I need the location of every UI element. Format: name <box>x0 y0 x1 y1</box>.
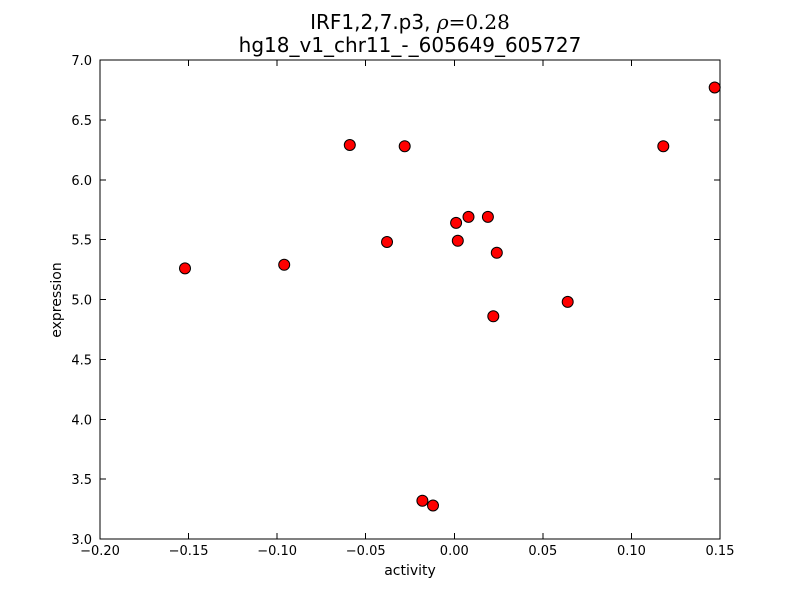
chart-subtitle: hg18_v1_chr11_-_605649_605727 <box>238 33 582 57</box>
y-tick-label: 7.0 <box>71 54 92 69</box>
data-point <box>450 216 463 229</box>
y-tick-label: 6.5 <box>71 114 92 129</box>
rho-symbol: ρ <box>436 10 449 34</box>
data-point <box>398 140 411 153</box>
data-point <box>657 140 670 153</box>
x-tick-label: −0.20 <box>80 544 120 559</box>
chart-title-line1: IRF1,2,7.p3, ρ=0.28 <box>100 11 720 34</box>
y-axis-label: expression <box>49 262 65 338</box>
data-point <box>708 81 721 94</box>
title-gene-label: IRF1,2,7.p3, <box>310 10 437 34</box>
y-tick-label: 3.5 <box>71 473 92 488</box>
y-tick-label: 5.0 <box>71 294 92 309</box>
y-tick-label: 3.0 <box>71 533 92 548</box>
x-tick-label: 0.05 <box>528 544 557 559</box>
data-point <box>416 494 429 507</box>
data-point <box>278 258 291 271</box>
x-tick-label: −0.10 <box>257 544 297 559</box>
y-tick-label: 4.0 <box>71 413 92 428</box>
data-points <box>179 81 721 512</box>
x-tick-label: 0.00 <box>440 544 469 559</box>
rho-value: =0.28 <box>448 10 510 34</box>
chart-title: IRF1,2,7.p3, ρ=0.28 hg18_v1_chr11_-_6056… <box>100 11 720 57</box>
y-tick-label: 5.5 <box>71 234 92 249</box>
x-tick-label: −0.15 <box>169 544 209 559</box>
x-axis-label: activity <box>384 563 436 579</box>
data-point <box>179 262 191 275</box>
x-tick-label: 0.15 <box>706 544 735 559</box>
data-point <box>490 246 503 259</box>
y-tick-label: 4.5 <box>71 353 92 368</box>
data-point <box>451 234 464 247</box>
plot-border <box>99 59 721 540</box>
data-point <box>427 499 439 512</box>
data-point <box>487 310 500 323</box>
data-point <box>343 139 356 151</box>
data-point <box>462 210 475 223</box>
x-tick-label: −0.05 <box>346 544 386 559</box>
x-tick-label: 0.10 <box>617 544 646 559</box>
axis-ticks: −0.20 −0.15 −0.10 −0.05 0.00 0.05 0.10 0.15 3.0 3… <box>71 54 734 559</box>
data-point <box>381 236 393 248</box>
data-point <box>561 295 574 308</box>
y-tick-label: 6.0 <box>71 174 92 189</box>
data-point <box>481 210 494 223</box>
